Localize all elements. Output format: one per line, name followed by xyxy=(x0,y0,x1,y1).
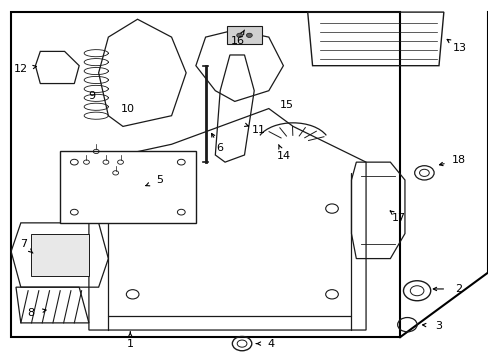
Text: 2: 2 xyxy=(454,284,461,294)
Text: 3: 3 xyxy=(435,321,442,331)
Circle shape xyxy=(236,33,242,37)
Text: 5: 5 xyxy=(156,175,163,185)
Text: 10: 10 xyxy=(121,104,135,113)
Text: 4: 4 xyxy=(267,339,274,348)
Text: 8: 8 xyxy=(27,308,34,318)
FancyBboxPatch shape xyxy=(60,152,196,223)
Text: 7: 7 xyxy=(20,239,27,249)
Text: 11: 11 xyxy=(252,125,265,135)
Text: 6: 6 xyxy=(216,143,223,153)
Text: 14: 14 xyxy=(276,151,290,161)
Text: 1: 1 xyxy=(126,339,133,348)
Circle shape xyxy=(246,33,252,37)
FancyBboxPatch shape xyxy=(227,26,261,44)
Bar xyxy=(11,12,399,337)
Text: 13: 13 xyxy=(451,43,466,53)
FancyBboxPatch shape xyxy=(30,234,89,276)
Text: 18: 18 xyxy=(450,156,465,165)
Text: 9: 9 xyxy=(88,91,95,101)
Text: 16: 16 xyxy=(231,36,244,46)
Text: 15: 15 xyxy=(280,100,294,110)
Text: 12: 12 xyxy=(14,64,28,74)
Text: 17: 17 xyxy=(391,212,406,222)
